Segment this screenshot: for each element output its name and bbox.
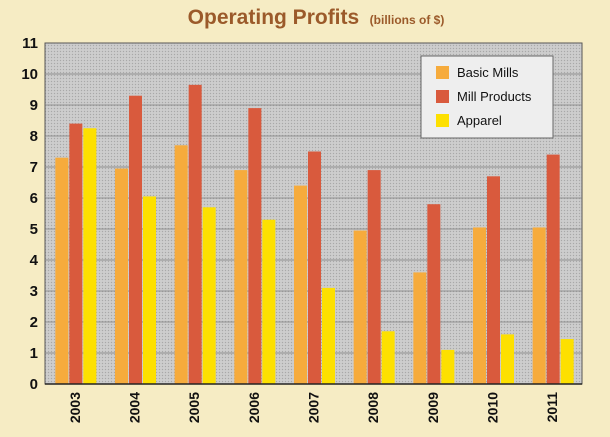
- y-tick-label: 3: [30, 283, 38, 300]
- bar-basic-mills-2006: [234, 170, 248, 384]
- bar-basic-mills-2011: [532, 227, 546, 384]
- legend-label: Mill Products: [457, 89, 532, 104]
- bar-mill-products-2004: [129, 95, 142, 384]
- bar-basic-mills-2005: [174, 145, 188, 384]
- bar-mill-products-2008: [367, 170, 381, 384]
- bar-apparel-2005: [202, 207, 216, 384]
- bar-apparel-2008: [381, 331, 395, 384]
- chart-title: Operating Profits (billions of $): [188, 6, 445, 29]
- legend-swatch-mill-products: [436, 90, 449, 103]
- y-tick-label: 1: [30, 345, 38, 362]
- bar-basic-mills-2004: [115, 168, 128, 384]
- y-tick-label: 11: [22, 35, 38, 52]
- chart-subtitle: (billions of $): [370, 13, 445, 27]
- legend: Basic Mills Mill Products Apparel: [420, 55, 554, 139]
- x-tick-label: 2005: [186, 392, 202, 423]
- bar-apparel-2006: [262, 219, 276, 384]
- bar-apparel-2003: [83, 128, 97, 384]
- bar-apparel-2004: [143, 196, 156, 384]
- bar-apparel-2010: [501, 334, 514, 384]
- x-tick-label: 2011: [544, 392, 560, 423]
- x-axis-ticks: 2003 2004 2005 2006 2007 2008 2009 2010 2011: [67, 392, 560, 423]
- y-tick-label: 9: [30, 97, 38, 114]
- bar-mill-products-2006: [248, 108, 262, 384]
- x-tick-label: 2007: [306, 392, 322, 423]
- y-tick-label: 2: [30, 314, 38, 331]
- bar-mill-products-2007: [308, 151, 321, 384]
- bar-mill-products-2005: [188, 84, 202, 384]
- bar-basic-mills-2009: [413, 272, 427, 384]
- bars: [55, 84, 574, 384]
- x-tick-label: 2009: [425, 392, 441, 423]
- y-tick-label: 10: [21, 66, 38, 83]
- bar-basic-mills-2003: [55, 157, 69, 384]
- bar-apparel-2011: [560, 339, 574, 384]
- bar-mill-products-2003: [69, 123, 83, 384]
- bar-apparel-2009: [441, 349, 455, 384]
- bar-apparel-2007: [322, 287, 335, 384]
- x-tick-label: 2006: [246, 392, 262, 423]
- legend-swatch-basic-mills: [436, 66, 449, 79]
- legend-label: Basic Mills: [457, 65, 519, 80]
- legend-swatch-apparel: [436, 114, 449, 127]
- legend-label: Apparel: [457, 113, 502, 128]
- x-tick-label: 2010: [485, 392, 501, 423]
- y-tick-label: 0: [30, 376, 38, 393]
- y-tick-label: 4: [30, 252, 39, 269]
- bar-mill-products-2010: [487, 176, 500, 384]
- x-tick-label: 2004: [127, 392, 143, 423]
- y-tick-label: 8: [30, 128, 38, 145]
- bar-basic-mills-2010: [473, 227, 486, 384]
- bar-mill-products-2011: [546, 154, 560, 384]
- x-tick-label: 2003: [67, 392, 83, 423]
- chart-title-main: Operating Profits: [188, 6, 360, 29]
- bar-basic-mills-2008: [353, 230, 367, 384]
- y-tick-label: 6: [30, 190, 38, 207]
- x-tick-label: 2008: [365, 392, 381, 423]
- y-axis-ticks: 0 1 2 3 4 5 6 7 8 9 10 11: [21, 35, 38, 393]
- y-tick-label: 7: [30, 159, 38, 176]
- bar-basic-mills-2007: [294, 185, 307, 384]
- bar-mill-products-2009: [427, 204, 441, 384]
- y-tick-label: 5: [30, 221, 38, 238]
